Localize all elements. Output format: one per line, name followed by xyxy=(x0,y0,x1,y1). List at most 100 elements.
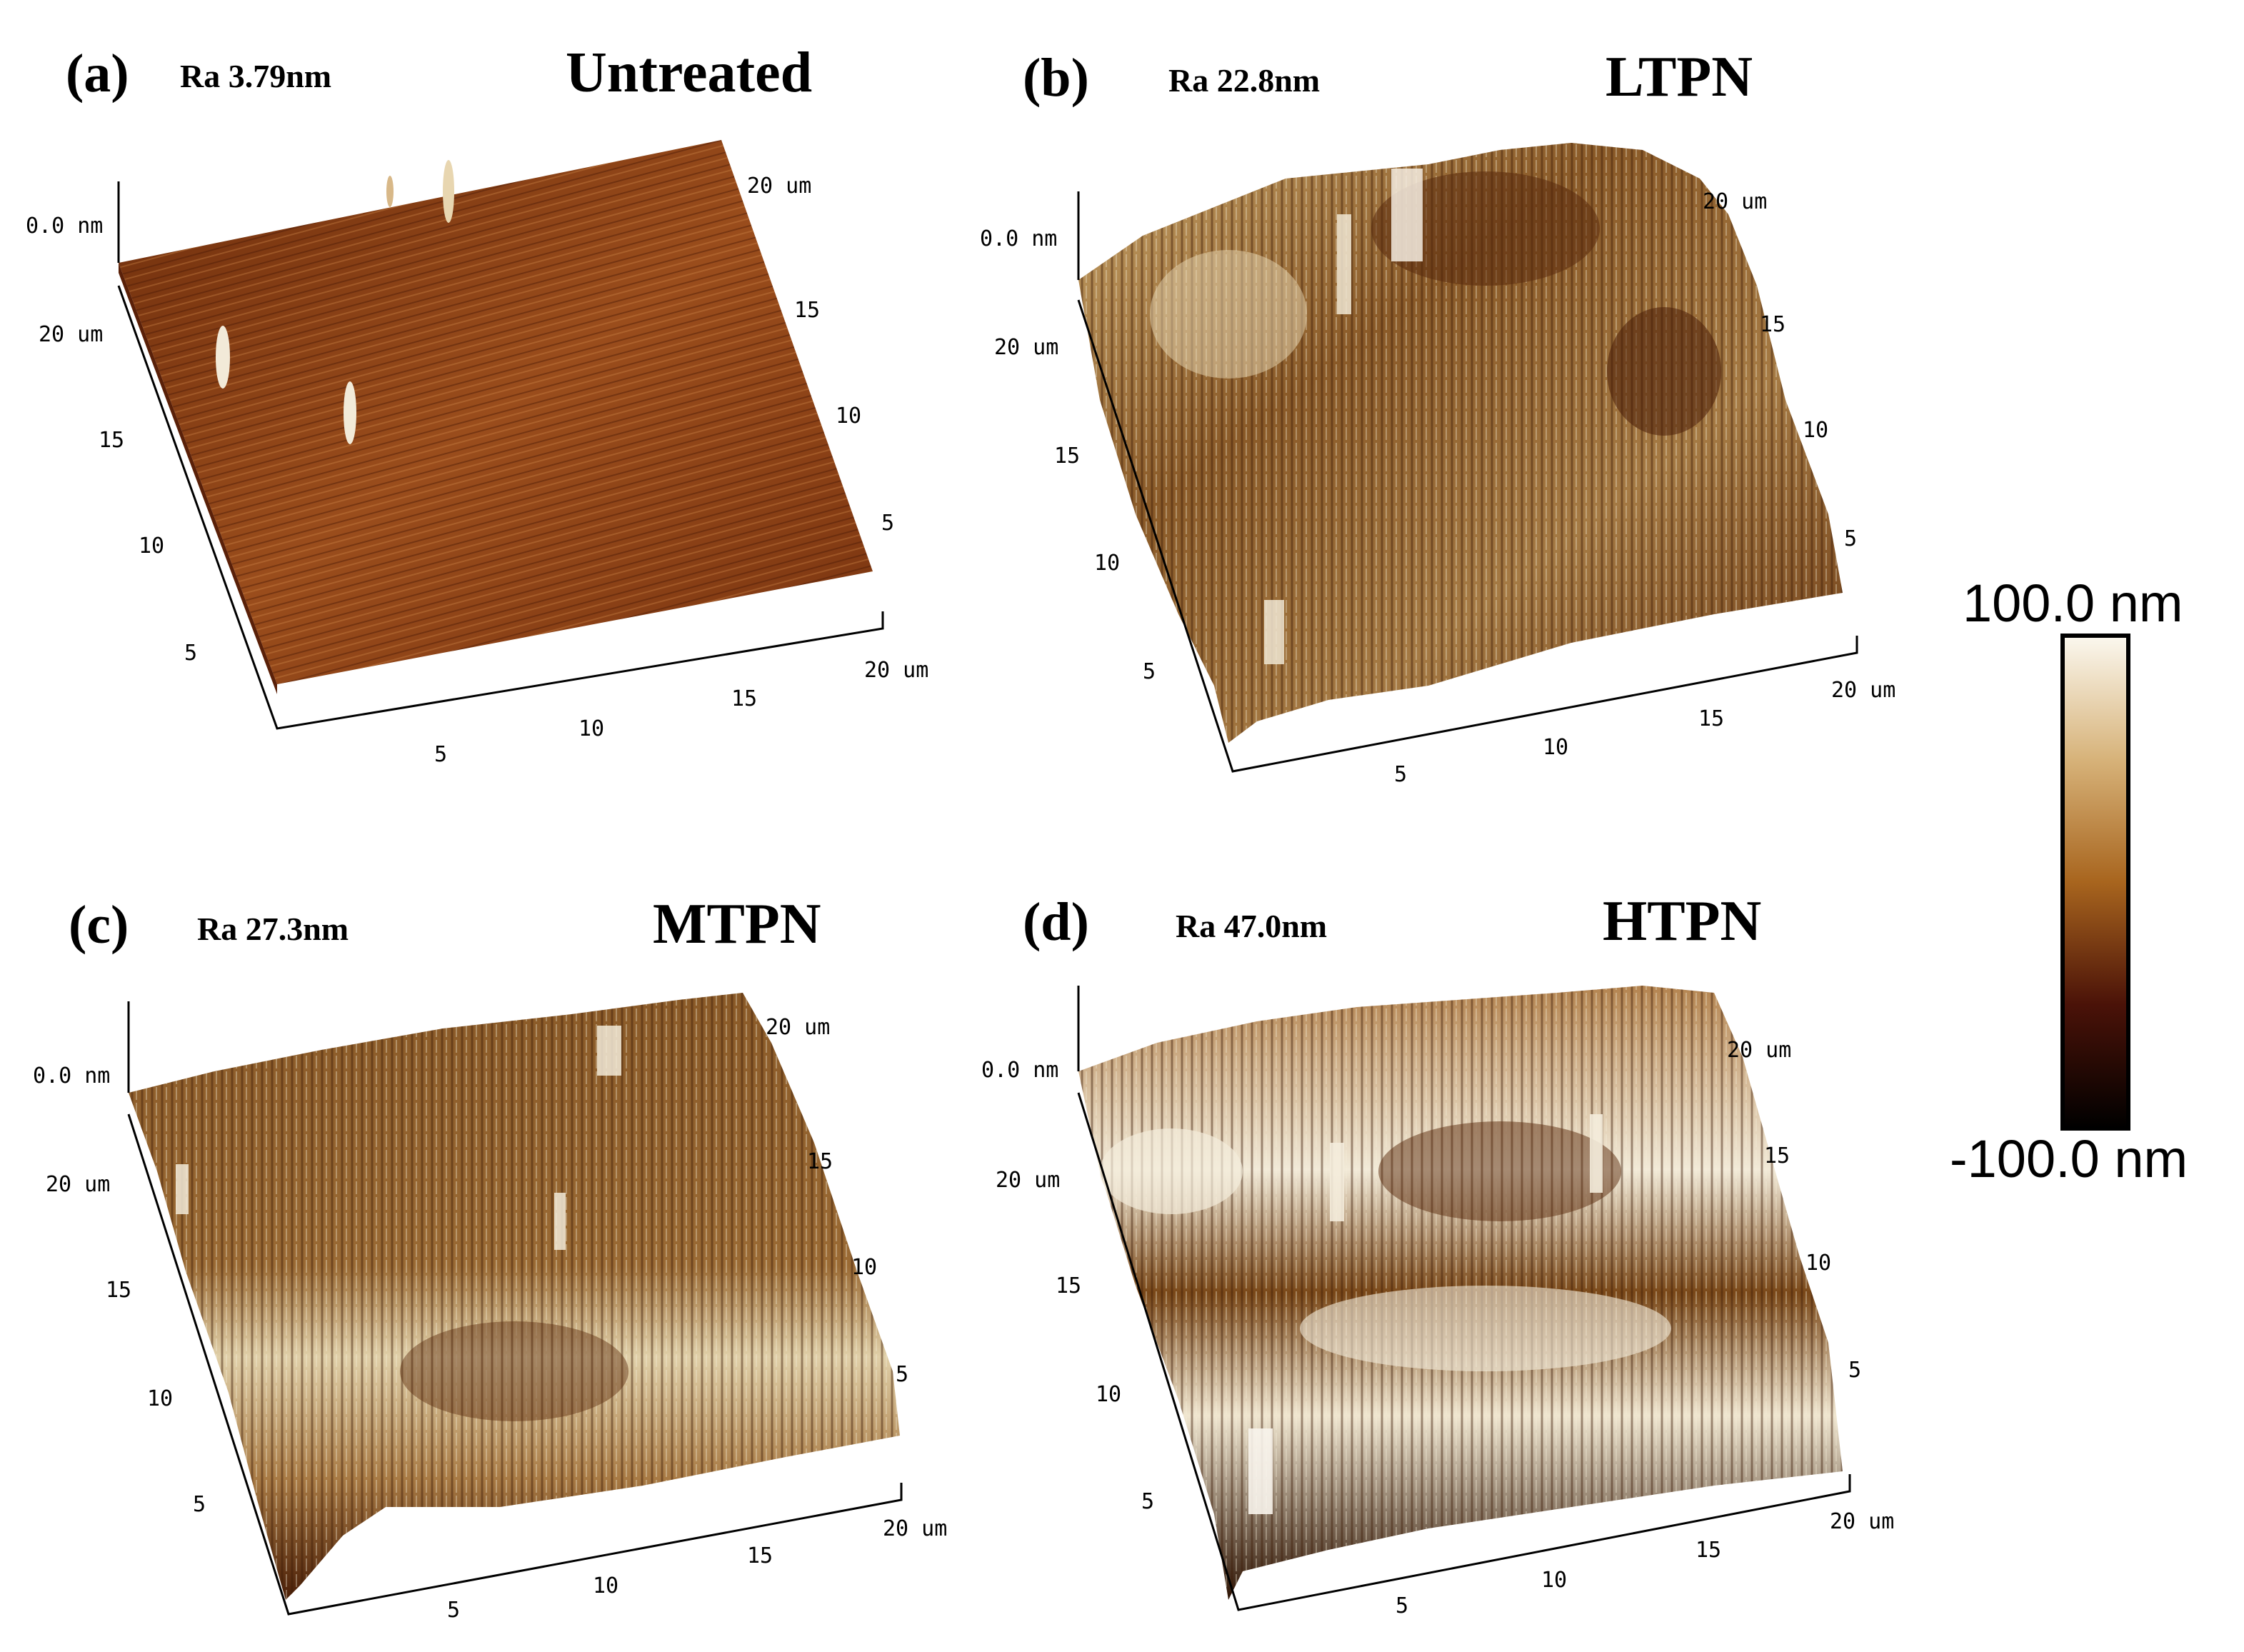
panel-c-bottom-tick: 15 xyxy=(747,1543,773,1568)
panel-b-right-tick: 20 um xyxy=(1703,189,1767,214)
color-scale-bar: 100.0 nm -100.0 nm xyxy=(1950,574,2188,1188)
color-scale-gradient xyxy=(2060,634,2130,1131)
panel-b-peak xyxy=(1337,214,1351,314)
panel-b-left-tick: 20 um xyxy=(994,335,1058,360)
panel-c-bottom-tick: 10 xyxy=(593,1573,618,1598)
panel-c-left-tick: 15 xyxy=(106,1278,131,1303)
panel-b-ra: Ra 22.8nm xyxy=(1168,62,1320,99)
panel-b-z-label: 0.0 nm xyxy=(980,226,1057,251)
panel-a-bottom-tick: 10 xyxy=(578,716,604,741)
panel-c-valley xyxy=(400,1321,628,1421)
panel-b-left-tick: 15 xyxy=(1054,444,1080,469)
panel-c-peak xyxy=(176,1164,189,1214)
panel-b-valley xyxy=(1607,307,1721,436)
panel-c-peak xyxy=(554,1193,566,1250)
panel-a-left-tick: 15 xyxy=(99,428,124,453)
panel-d-left-tick: 10 xyxy=(1096,1382,1121,1407)
panel-a-right-tick: 5 xyxy=(881,511,894,536)
panel-a-left-tick: 20 um xyxy=(39,322,103,347)
panel-a-bottom-tick: 15 xyxy=(731,686,757,711)
panel-a-surface-texture xyxy=(119,140,873,684)
panel-c-z-label: 0.0 nm xyxy=(33,1063,110,1088)
panel-d-peak xyxy=(1590,1114,1603,1193)
panel-d-z-label: 0.0 nm xyxy=(981,1058,1058,1083)
panel-b-base-axes xyxy=(1077,299,1858,773)
panel-b-highland xyxy=(1150,250,1307,379)
panel-c-treatment: MTPN xyxy=(653,893,821,956)
panel-c-letter: (c) xyxy=(69,895,129,955)
panel-d-left-tick: 5 xyxy=(1141,1489,1154,1514)
panel-a-right-tick: 20 um xyxy=(747,174,811,199)
panel-b-left-tick: 10 xyxy=(1094,551,1120,576)
panel-d-peak xyxy=(1330,1143,1344,1221)
panel-d-left-tick: 20 um xyxy=(996,1168,1060,1193)
panel-c-bottom-tick: 20 um xyxy=(883,1516,947,1541)
panel-c-right-tick: 20 um xyxy=(766,1015,830,1040)
panel-a-base-axes xyxy=(117,285,884,730)
panel-b-peak xyxy=(1264,600,1284,664)
panel-d-highland xyxy=(1100,1128,1243,1214)
panel-b-bottom-tick: 10 xyxy=(1543,735,1568,760)
panel-c-left-tick: 20 um xyxy=(46,1172,110,1197)
panel-a-peak xyxy=(443,160,454,223)
panel-a-letter: (a) xyxy=(66,44,129,104)
panel-d-right-tick: 15 xyxy=(1764,1143,1790,1168)
panel-b-letter: (b) xyxy=(1023,48,1089,108)
panel-a-left-tick: 10 xyxy=(139,534,164,559)
panel-d-bottom-tick: 10 xyxy=(1541,1568,1567,1593)
panel-a-bottom-tick: 5 xyxy=(434,742,447,767)
panel-d-base-axes xyxy=(1077,1092,1851,1611)
panel-a-surface-side xyxy=(119,263,277,694)
panel-b-bottom-tick: 20 um xyxy=(1831,678,1895,703)
color-scale-max-label: 100.0 nm xyxy=(1963,574,2183,633)
panel-c-surface-texture xyxy=(129,993,900,1600)
panel-a-peak xyxy=(216,326,230,389)
panel-c-ra: Ra 27.3nm xyxy=(197,911,349,947)
panel-d-peak xyxy=(1248,1428,1273,1514)
panel-d-bottom-tick: 5 xyxy=(1396,1593,1408,1618)
panel-d-bottom-tick: 15 xyxy=(1695,1538,1721,1563)
panel-d-right-tick: 5 xyxy=(1848,1358,1861,1383)
panel-b-peak xyxy=(1391,169,1423,261)
panel-d-right-tick: 20 um xyxy=(1727,1038,1791,1063)
panel-c-right-tick: 10 xyxy=(851,1255,877,1280)
panel-b-bottom-tick: 15 xyxy=(1698,706,1724,731)
panel-d-bottom-tick: 20 um xyxy=(1830,1509,1894,1534)
panel-d-ra: Ra 47.0nm xyxy=(1176,908,1327,944)
panel-a-bottom-tick: 20 um xyxy=(864,658,928,683)
panel-c-right-tick: 15 xyxy=(807,1149,833,1174)
panel-a-peak xyxy=(344,381,356,444)
panel-a-right-tick: 15 xyxy=(794,298,820,323)
panel-d-letter: (d) xyxy=(1023,892,1089,952)
panel-b: (b) Ra 22.8nm LTPN 0.0 nm 20 um 15 10 5 … xyxy=(980,46,1895,787)
panel-d-treatment: HTPN xyxy=(1603,890,1761,953)
panel-d: (d) Ra 47.0nm HTPN 0.0 nm 20 um 15 10 5 … xyxy=(981,890,1894,1618)
panel-a-treatment: Untreated xyxy=(566,41,812,104)
panel-c-bottom-tick: 5 xyxy=(447,1598,460,1623)
panel-c-base-axes xyxy=(127,1113,903,1616)
panel-a-left-tick: 5 xyxy=(184,641,197,666)
panel-a: (a) Ra 3.79nm Untreated 0.0 nm 20 um 15 … xyxy=(26,41,928,767)
panel-a-z-label: 0.0 nm xyxy=(26,214,103,239)
panel-b-right-tick: 10 xyxy=(1803,418,1828,443)
panel-d-valley xyxy=(1378,1121,1621,1221)
panel-a-peak xyxy=(386,176,394,207)
panel-b-treatment: LTPN xyxy=(1606,46,1753,109)
panel-b-right-tick: 15 xyxy=(1760,312,1785,337)
panel-a-right-tick: 10 xyxy=(836,404,861,429)
panel-d-highland xyxy=(1300,1286,1671,1371)
panel-c-peak xyxy=(597,1026,621,1076)
panel-c: (c) Ra 27.3nm MTPN 0.0 nm 20 um 15 10 5 … xyxy=(33,893,947,1623)
panel-c-left-tick: 5 xyxy=(193,1492,206,1517)
panel-a-ra: Ra 3.79nm xyxy=(180,58,331,94)
color-scale-min-label: -100.0 nm xyxy=(1950,1129,2188,1188)
panel-d-left-tick: 15 xyxy=(1056,1273,1081,1298)
panel-d-right-tick: 10 xyxy=(1805,1251,1831,1276)
panel-c-right-tick: 5 xyxy=(896,1362,908,1387)
panel-b-right-tick: 5 xyxy=(1844,526,1857,551)
panel-b-bottom-tick: 5 xyxy=(1394,762,1407,787)
panel-b-valley xyxy=(1371,171,1600,286)
panel-c-left-tick: 10 xyxy=(147,1386,173,1411)
panel-b-left-tick: 5 xyxy=(1143,659,1156,684)
